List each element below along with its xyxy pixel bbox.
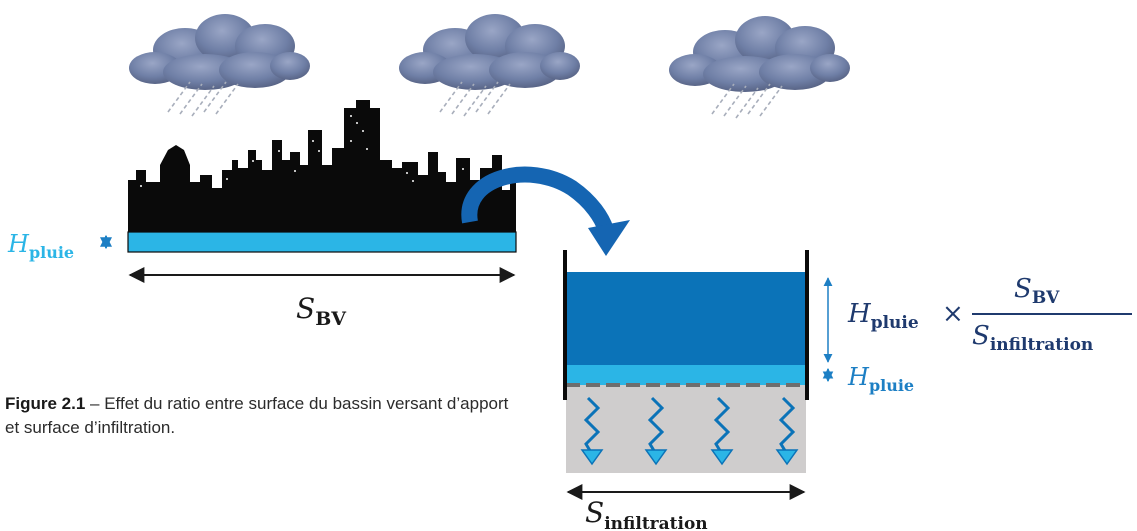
s-bv-label: SBV — [296, 292, 347, 330]
formula-times-sign: × — [942, 299, 964, 329]
curved-arrow-icon — [461, 166, 630, 256]
rain-cloud-icon — [129, 14, 310, 117]
h-pluie-label-right: Hpluie — [847, 363, 914, 395]
rain-cloud-icon — [399, 14, 580, 117]
caption-number: Figure 2.1 — [5, 394, 86, 413]
soil-layer — [566, 385, 806, 473]
caption-text: – Effet du ratio entre surface du bassin… — [5, 394, 509, 437]
h-pluie-label-left: Hpluie — [7, 230, 74, 262]
s-infiltration-label: Sinfiltration — [585, 496, 708, 531]
infiltration-basin — [563, 250, 809, 473]
formula-h-pluie: Hpluie — [847, 299, 919, 333]
formula-s-bv: SBV — [1014, 274, 1060, 308]
formula-s-infiltration: Sinfiltration — [972, 321, 1093, 355]
rainwater-layer-basin — [566, 365, 806, 385]
skyline-windows — [140, 115, 464, 187]
rain-cloud-icon — [669, 16, 850, 119]
figure-caption: Figure 2.1 – Effet du ratio entre surfac… — [5, 392, 525, 440]
rainwater-layer — [127, 231, 517, 253]
city-skyline — [128, 100, 516, 232]
stored-water — [566, 272, 806, 365]
ratio-formula: Hpluie × SBV Sinfiltration — [847, 274, 1132, 355]
